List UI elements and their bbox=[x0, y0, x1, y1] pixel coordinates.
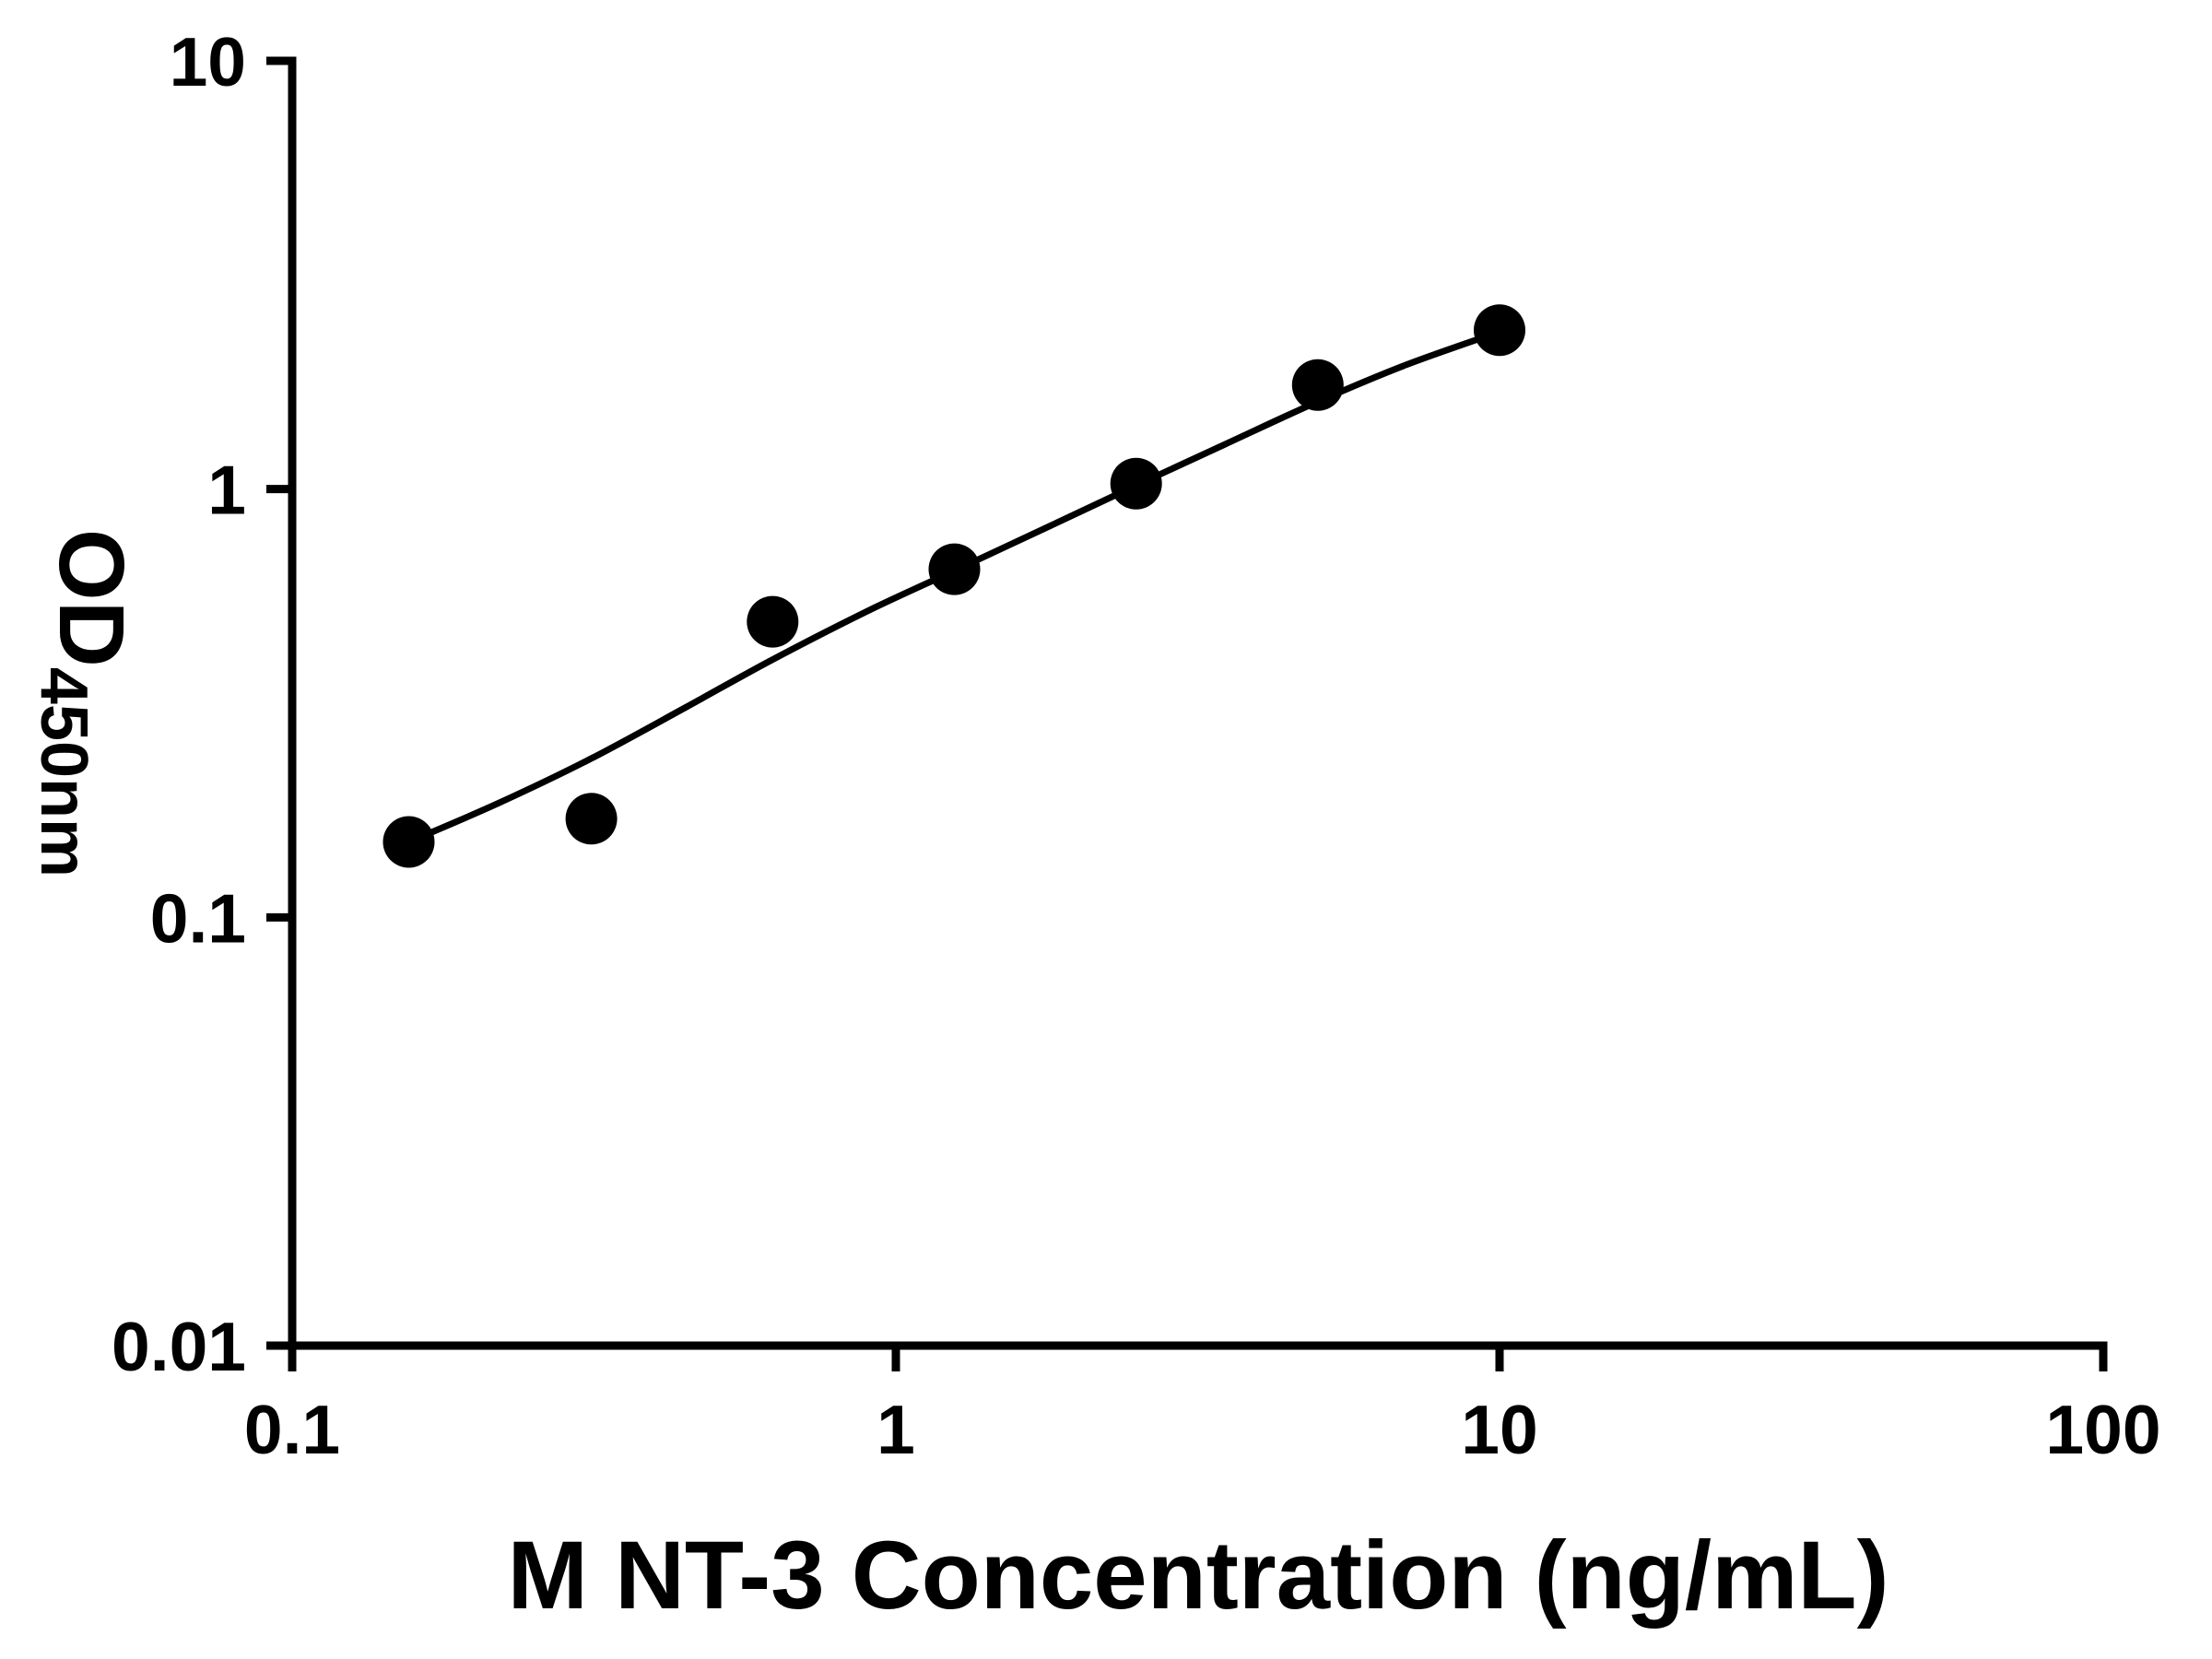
x-tick-label: 10 bbox=[1461, 1391, 1537, 1468]
y-tick-label: 10 bbox=[170, 23, 246, 100]
y-axis-title-main: OD bbox=[40, 528, 143, 667]
data-point bbox=[1474, 304, 1525, 357]
x-axis-title: M NT-3 Concentration (ng/mL) bbox=[507, 1522, 1889, 1630]
y-tick-label: 0.01 bbox=[112, 1308, 246, 1385]
y-axis-title-sub: 450nm bbox=[27, 666, 100, 878]
data-point bbox=[747, 595, 799, 648]
x-tick-label: 100 bbox=[2045, 1391, 2160, 1468]
data-point bbox=[1291, 359, 1344, 411]
x-tick-label: 0.1 bbox=[244, 1391, 340, 1468]
data-point bbox=[565, 793, 618, 845]
y-tick-label: 0.1 bbox=[150, 879, 246, 957]
y-axis-title: OD450nm bbox=[26, 529, 144, 877]
y-tick-label: 1 bbox=[207, 452, 246, 529]
x-tick-label: 1 bbox=[877, 1391, 915, 1468]
data-point bbox=[928, 543, 981, 595]
data-point bbox=[382, 816, 435, 868]
data-point bbox=[1110, 457, 1162, 510]
